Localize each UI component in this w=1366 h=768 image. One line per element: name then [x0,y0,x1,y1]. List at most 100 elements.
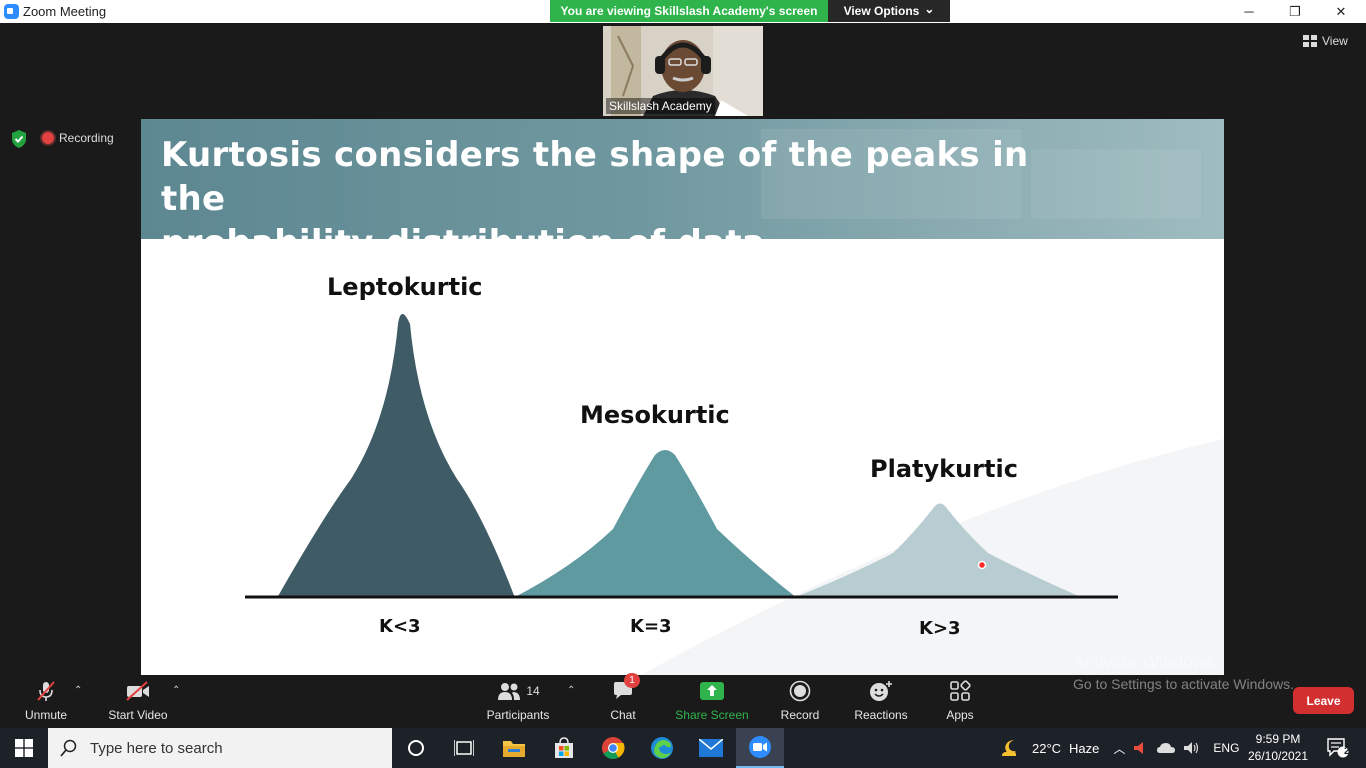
recording-indicator[interactable]: Recording [42,131,114,145]
mail-app[interactable] [687,728,735,768]
slide-title: Kurtosis considers the shape of the peak… [161,133,1061,265]
notification-count: 2 [1344,746,1350,757]
search-placeholder: Type here to search [90,739,223,757]
zoom-icon [749,736,771,758]
edge-app[interactable] [638,728,686,768]
grid-view-icon [1303,35,1317,47]
windows-taskbar: Type here to search 22°C Haze ︿ ENG 9:59… [0,728,1366,768]
apps-button[interactable]: Apps [940,677,980,728]
file-explorer-app[interactable] [490,728,538,768]
record-button[interactable]: Record [776,677,824,728]
weather-description[interactable]: Haze [1069,740,1100,756]
activate-windows-watermark: Activate Windows Go to Settings to activ… [1073,652,1294,692]
laser-pointer-icon [977,560,987,570]
slide-header-band: Kurtosis considers the shape of the peak… [141,119,1224,263]
platykurtic-curve [793,503,1083,598]
view-options-button[interactable]: View Options ⌄ [828,0,950,22]
share-screen-icon [699,680,725,702]
chrome-icon [602,737,625,759]
participant-video-image [603,26,763,116]
start-video-button[interactable]: Start Video [104,677,172,728]
window-title: Zoom Meeting [23,4,107,19]
task-view-icon [454,740,474,756]
cortana-circle-icon [408,740,424,756]
share-screen-button[interactable]: Share Screen [672,677,752,728]
onedrive-cloud-icon[interactable] [1157,742,1176,754]
leptokurtic-curve [277,314,515,598]
participants-label: Participants [486,708,550,722]
mesokurtic-k-value: K=3 [630,616,672,637]
speaker-alert-icon[interactable] [1133,741,1147,755]
reactions-button[interactable]: Reactions [850,677,912,728]
shared-slide: Kurtosis considers the shape of the peak… [141,119,1224,675]
restore-button[interactable]: ❐ [1289,3,1301,19]
participant-name-label: Skillslash Academy [606,98,715,114]
activate-windows-title: Activate Windows [1073,652,1216,672]
minimize-button[interactable]: ─ [1244,4,1254,19]
task-view-button[interactable] [440,728,488,768]
tray-chevron-up-icon[interactable]: ︿ [1113,741,1126,756]
view-options-label: View Options [843,4,920,18]
audio-options-chevron-icon[interactable]: ⌃ [74,685,83,696]
volume-icon[interactable] [1183,741,1201,755]
input-language[interactable]: ENG [1213,741,1240,755]
view-layout-button[interactable]: View [1303,34,1348,48]
start-button[interactable] [0,728,48,768]
chat-unread-badge: 1 [624,673,640,688]
mail-icon [699,739,723,757]
chevron-down-icon: ⌄ [924,1,935,16]
reactions-label: Reactions [854,708,908,722]
apps-label: Apps [946,708,974,722]
slide-header-texture [761,129,1201,219]
chrome-app[interactable] [589,728,637,768]
record-label: Record [780,708,820,722]
weather-temperature[interactable]: 22°C [1032,740,1062,756]
video-options-chevron-icon[interactable]: ⌃ [172,685,181,696]
kurtosis-diagram [245,314,1224,675]
search-icon [60,739,77,757]
participants-icon: 14 [488,680,548,702]
taskbar-search-box[interactable]: Type here to search [48,728,392,768]
video-off-icon [125,680,151,702]
unmute-button[interactable]: Unmute [20,677,72,728]
leave-meeting-button[interactable]: Leave [1293,687,1354,714]
taskbar-clock[interactable]: 9:59 PM 26/10/2021 [1243,731,1313,765]
view-label: View [1322,34,1348,48]
chat-button[interactable]: 1 Chat [603,673,643,728]
slide-title-line-2: probability distribution of data... [161,223,805,263]
muted-microphone-icon [33,680,59,702]
clock-time: 9:59 PM [1255,732,1301,746]
start-video-label: Start Video [108,708,168,722]
apps-icon [947,680,973,702]
leptokurtic-label: Leptokurtic [327,273,483,301]
windows-logo-icon [15,739,33,757]
record-icon [787,680,813,702]
participants-button[interactable]: 14 Participants [484,677,552,728]
encryption-shield-icon[interactable] [10,129,28,149]
chat-bubble-icon: 1 [610,673,640,702]
recording-dot-icon [42,132,54,144]
slide-title-line-1: Kurtosis considers the shape of the peak… [161,135,1029,219]
chat-label: Chat [610,708,636,722]
screen-share-status-banner: You are viewing Skillslash Academy's scr… [550,0,828,22]
weather-moon-cloud-icon [1002,740,1016,756]
participants-options-chevron-icon[interactable]: ⌃ [567,685,576,696]
participant-video-tile[interactable]: Skillslash Academy [603,26,763,116]
activate-windows-subtitle: Go to Settings to activate Windows. [1073,676,1294,692]
recording-label: Recording [59,131,114,145]
edge-icon [651,737,673,759]
system-tray: 22°C Haze ︿ ENG [1000,728,1239,768]
mesokurtic-label: Mesokurtic [580,401,730,429]
zoom-app-icon [4,4,19,19]
clock-date: 26/10/2021 [1247,749,1309,763]
close-button[interactable]: ✕ [1335,3,1347,19]
participants-count: 14 [526,684,540,698]
mesokurtic-curve [513,450,797,598]
leptokurtic-k-value: K<3 [379,616,421,637]
platykurtic-k-value: K>3 [919,618,961,639]
cortana-button[interactable] [392,728,440,768]
zoom-taskbar-app[interactable] [736,728,784,768]
microsoft-store-app[interactable] [540,728,588,768]
action-center-button[interactable]: 2 [1318,728,1358,768]
share-screen-label: Share Screen [675,708,749,722]
